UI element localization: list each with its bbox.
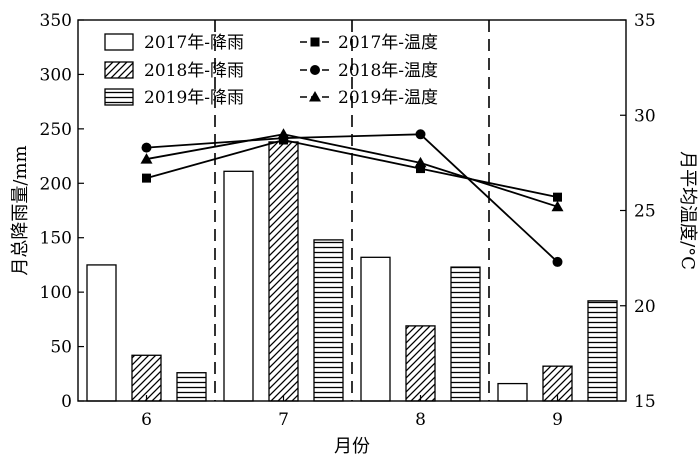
- right-tick-label: 25: [634, 202, 656, 222]
- legend-label-bar: 2018年-降雨: [144, 61, 244, 81]
- bars: [86, 141, 618, 402]
- left-tick-label: 0: [61, 392, 72, 412]
- right-axis-label: 月平均温度/°C: [677, 151, 698, 270]
- bar-s2-c3: [587, 300, 618, 402]
- bar-s1-c2: [405, 325, 436, 402]
- right-tick-label: 15: [634, 392, 656, 412]
- left-tick-label: 250: [40, 120, 72, 140]
- x-tick-label: 7: [278, 410, 289, 430]
- legend: 2017年-降雨 2018年-降雨 2019年-降雨 2017年-温度 2018年-温度…: [104, 33, 438, 108]
- x-tick-label: 6: [141, 410, 152, 430]
- legend-label-line: 2018年-温度: [338, 61, 438, 81]
- bar-s1-c1: [268, 141, 299, 402]
- legend-swatch-bar-2: [104, 88, 134, 106]
- legend-label-bar: 2017年-降雨: [144, 33, 244, 53]
- right-tick-label: 30: [634, 106, 656, 126]
- point-s2-c3: [551, 200, 564, 212]
- bar-s2-c0: [176, 372, 207, 402]
- right-tick-label: 35: [634, 11, 656, 31]
- bar-s0-c2: [360, 256, 391, 402]
- left-tick-label: 50: [50, 338, 72, 358]
- bar-s2-c1: [313, 239, 344, 402]
- point-s0-c2: [416, 164, 425, 174]
- legend-label-bar: 2019年-降雨: [144, 88, 244, 108]
- left-axis-label: 月总降雨量/mm: [10, 145, 31, 275]
- temperature-lines: [140, 128, 564, 267]
- left-tick-label: 350: [40, 11, 72, 31]
- point-s2-c1: [277, 128, 290, 139]
- legend-label-line: 2017年-温度: [338, 33, 438, 53]
- legend-label-line: 2019年-温度: [338, 88, 438, 108]
- line-series-0: [146, 139, 558, 199]
- x-tick-label: 8: [415, 410, 426, 430]
- bar-s2-c2: [450, 266, 481, 402]
- point-s1-c3: [552, 256, 563, 267]
- legend-marker-1: [310, 65, 320, 75]
- x-tick-label: 9: [552, 410, 563, 430]
- left-tick-label: 200: [40, 174, 72, 194]
- x-axis: 6 7 8 9 月份: [141, 395, 563, 457]
- left-tick-label: 300: [40, 65, 72, 85]
- bar-s0-c3: [497, 382, 528, 402]
- legend-swatch-bar-0: [104, 33, 134, 51]
- point-s1-c0: [141, 142, 152, 153]
- month-dividers: [214, 20, 490, 401]
- left-tick-label: 150: [40, 229, 72, 249]
- left-axis: 0 50 100 150 200 250 300 350 月总降雨量/mm: [10, 11, 84, 412]
- right-axis: 15 20 25 30 35 月平均温度/°C: [620, 11, 698, 412]
- point-s2-c2: [414, 156, 427, 168]
- line-series-2: [146, 133, 558, 208]
- point-s1-c2: [415, 129, 426, 140]
- legend-marker-2: [309, 91, 321, 102]
- legend-marker-0: [310, 37, 320, 47]
- point-s2-c0: [140, 153, 153, 164]
- bar-s1-c0: [131, 354, 162, 402]
- x-axis-label: 月份: [334, 436, 370, 457]
- bar-s0-c0: [86, 264, 117, 402]
- left-tick-label: 100: [40, 283, 72, 303]
- point-s0-c0: [142, 173, 151, 183]
- legend-swatch-bar-1: [104, 61, 134, 79]
- point-s0-c3: [553, 192, 562, 202]
- right-tick-label: 20: [634, 297, 656, 317]
- bar-s0-c1: [223, 170, 254, 402]
- line-series-1: [146, 133, 559, 263]
